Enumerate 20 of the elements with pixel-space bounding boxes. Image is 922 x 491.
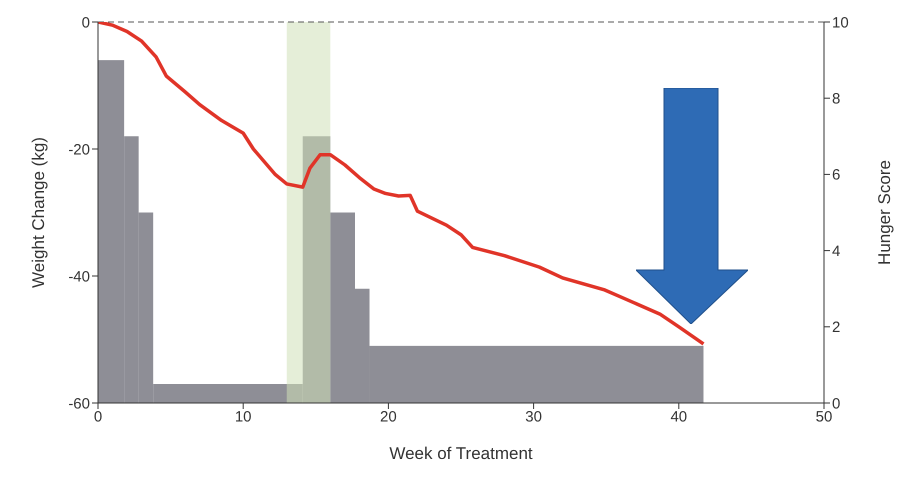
y-tick-label: 0 (82, 14, 90, 32)
line-series (98, 22, 706, 346)
y-tick-label: -20 (68, 141, 90, 158)
y-axis-title: Weight Change (kg) (29, 137, 48, 288)
y-tick-label: -40 (68, 268, 90, 286)
x-axis-title: Week of Treatment (389, 444, 533, 463)
y2-tick-label: 8 (832, 90, 840, 108)
x-tick-label: 10 (234, 408, 252, 426)
y2-tick-label: 6 (832, 166, 840, 184)
y2-tick-label: 2 (832, 319, 840, 336)
x-tick-label: 40 (670, 408, 688, 426)
y2-axis-title: Hunger Score (875, 160, 894, 265)
x-tick-label: 50 (816, 408, 832, 426)
x-tick-label: 0 (94, 408, 102, 426)
x-tick-label: 30 (525, 408, 542, 426)
y-tick-label: -60 (68, 395, 90, 412)
x-tick-label: 20 (380, 408, 397, 426)
y2-tick-label: 10 (832, 14, 849, 32)
y2-tick-label: 0 (832, 395, 840, 412)
y2-tick-label: 4 (832, 242, 840, 260)
